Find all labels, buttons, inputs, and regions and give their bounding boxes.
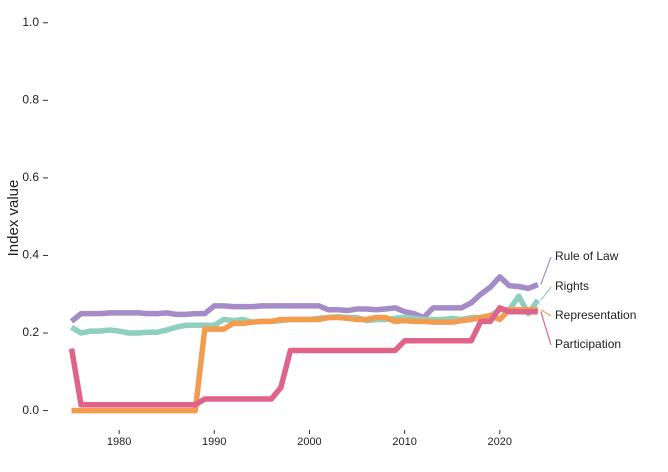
x-tick-label: 2020: [488, 436, 512, 448]
series-label: Participation: [555, 337, 621, 351]
leader-line: [540, 309, 552, 317]
leader-line: [540, 286, 552, 301]
y-tick-label: 1.0: [22, 15, 39, 29]
series-label: Rule of Law: [555, 249, 619, 263]
y-axis-label: Index value: [5, 180, 22, 257]
x-tick-label: 2010: [392, 436, 416, 448]
x-tick-label: 2000: [297, 436, 321, 448]
leader-line: [540, 311, 552, 346]
x-tick-label: 1990: [202, 436, 226, 448]
series-label: Representation: [555, 308, 636, 322]
y-tick-label: 0.0: [22, 403, 39, 417]
y-tick-label: 0.8: [22, 92, 39, 106]
y-tick-label: 0.4: [22, 248, 39, 262]
leader-line: [540, 256, 552, 285]
series-line: [69, 274, 539, 324]
y-tick-label: 0.6: [22, 170, 39, 184]
x-tick-label: 1980: [107, 436, 131, 448]
y-tick-label: 0.2: [22, 325, 39, 339]
series-line: [68, 305, 538, 408]
series-line: [71, 307, 538, 414]
series-label: Rights: [555, 279, 589, 293]
